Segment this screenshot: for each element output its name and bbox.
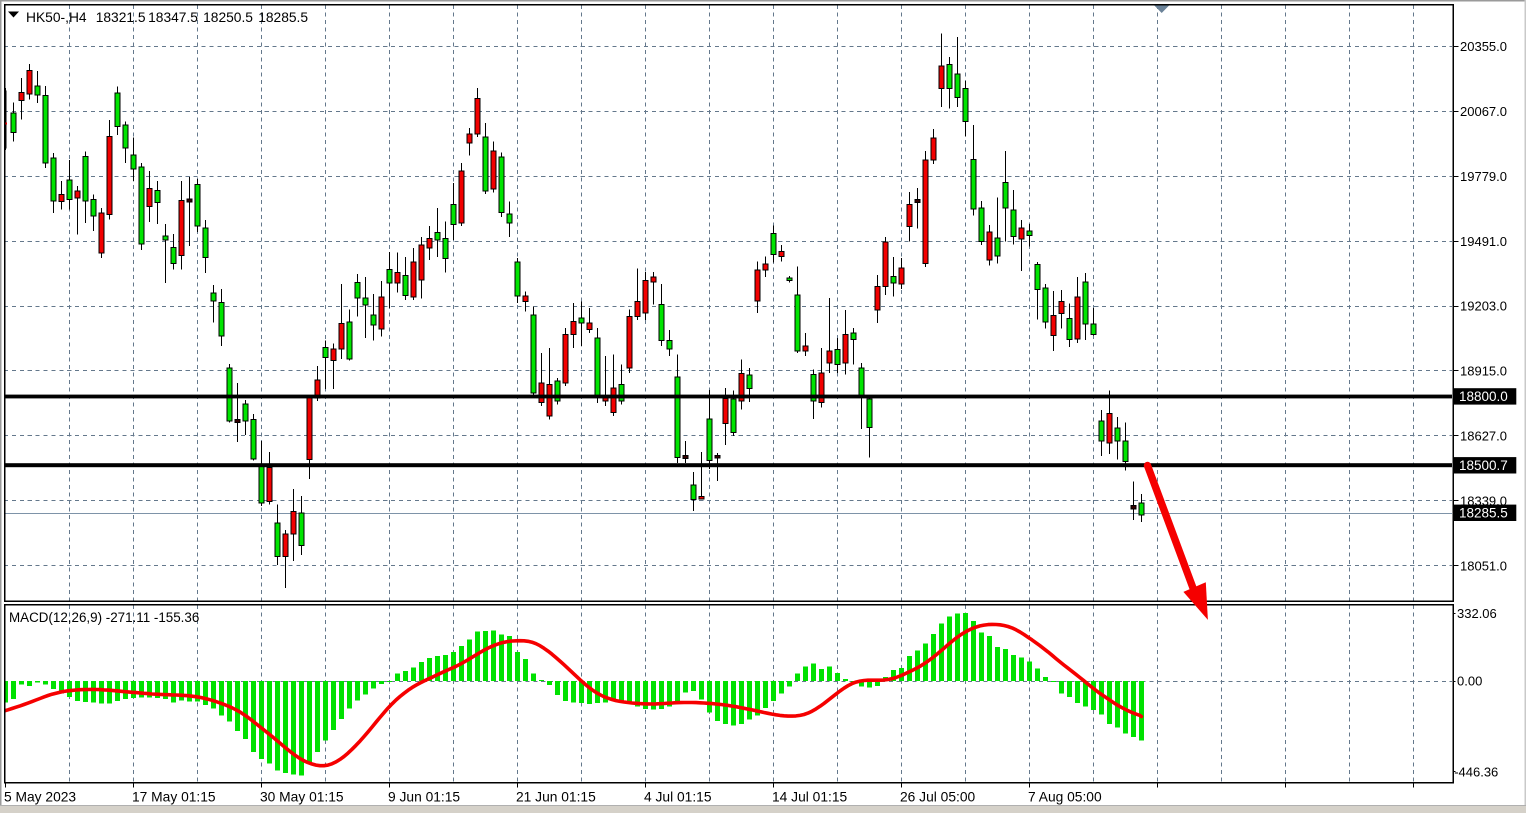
svg-text:20067.0: 20067.0	[1460, 104, 1507, 119]
svg-text:20355.0: 20355.0	[1460, 39, 1507, 54]
svg-text:18285.5: 18285.5	[1459, 506, 1508, 521]
svg-text:4 Jul 01:15: 4 Jul 01:15	[644, 790, 712, 805]
svg-text:18321.5: 18321.5	[96, 10, 146, 25]
svg-text:19491.0: 19491.0	[1460, 234, 1507, 249]
svg-text:26 Jul 05:00: 26 Jul 05:00	[900, 790, 976, 805]
svg-text:21 Jun 01:15: 21 Jun 01:15	[516, 790, 596, 805]
svg-text:5 May 2023: 5 May 2023	[4, 790, 76, 805]
svg-text:18051.0: 18051.0	[1460, 558, 1507, 573]
svg-text:18347.5: 18347.5	[148, 10, 198, 25]
svg-text:18285.5: 18285.5	[258, 10, 308, 25]
svg-text:0.00: 0.00	[1457, 674, 1482, 689]
svg-text:7 Aug 05:00: 7 Aug 05:00	[1028, 790, 1102, 805]
svg-text:9 Jun 01:15: 9 Jun 01:15	[388, 790, 460, 805]
svg-text:-446.36: -446.36	[1454, 765, 1498, 780]
svg-text:18800.0: 18800.0	[1459, 389, 1508, 404]
svg-text:18339.0: 18339.0	[1460, 494, 1507, 509]
svg-text:MACD(12,26,9) -271.11 -155.36: MACD(12,26,9) -271.11 -155.36	[9, 610, 199, 625]
svg-text:19203.0: 19203.0	[1460, 299, 1507, 314]
svg-text:19779.0: 19779.0	[1460, 169, 1507, 184]
svg-text:18250.5: 18250.5	[203, 10, 253, 25]
svg-text:30 May 01:15: 30 May 01:15	[260, 790, 344, 805]
svg-text:332.06: 332.06	[1457, 606, 1497, 621]
svg-text:18627.0: 18627.0	[1460, 429, 1507, 444]
svg-text:18915.0: 18915.0	[1460, 364, 1507, 379]
svg-text:18500.7: 18500.7	[1459, 458, 1508, 473]
svg-text:14 Jul 01:15: 14 Jul 01:15	[772, 790, 848, 805]
svg-text:HK50-,H4: HK50-,H4	[26, 10, 87, 25]
svg-text:17 May 01:15: 17 May 01:15	[132, 790, 216, 805]
